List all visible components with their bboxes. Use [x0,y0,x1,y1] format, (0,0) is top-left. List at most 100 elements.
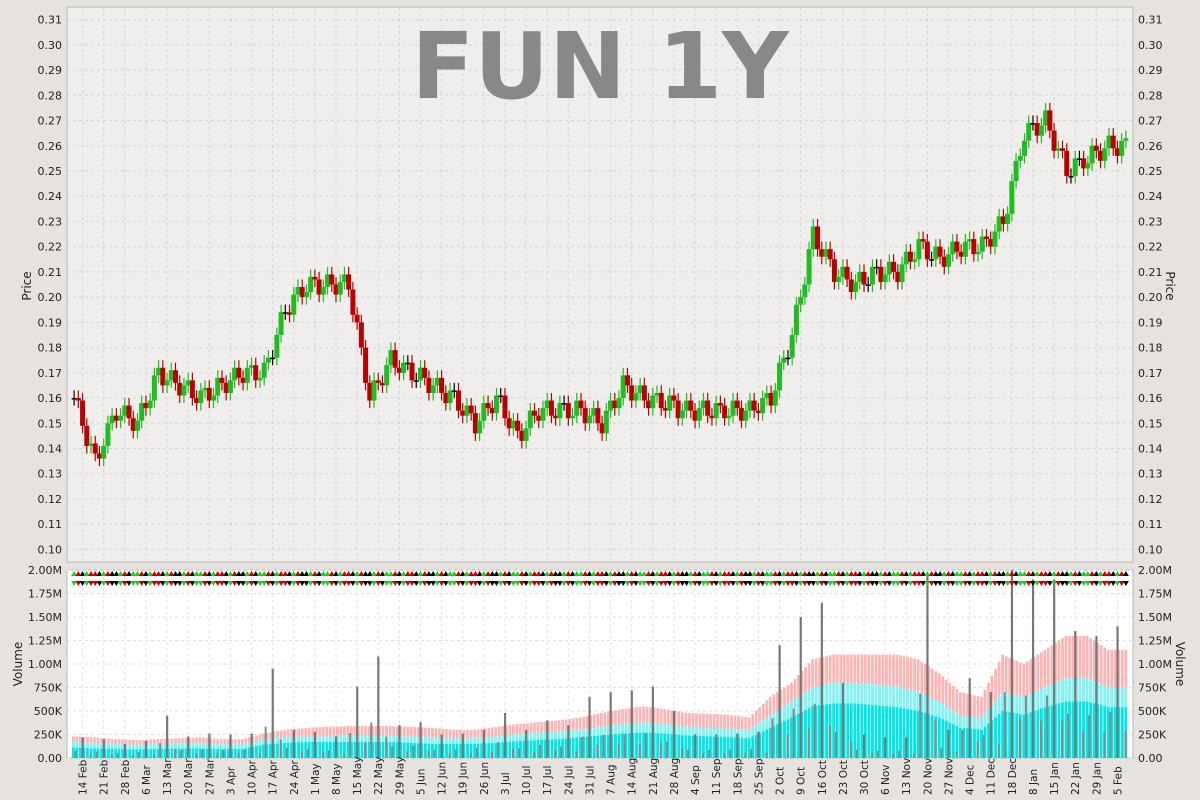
volume-band-bar [909,709,913,758]
signal-marker-up [920,571,927,576]
candle-body [392,350,398,368]
signal-marker-up [501,571,508,576]
signal-marker-up [776,571,783,576]
volume-band-bar [800,711,804,758]
volume-band-bar [568,738,572,758]
signal-marker-down [763,581,770,586]
signal-marker-up [628,571,635,576]
signal-marker-down [320,581,327,586]
candle-body [899,264,905,282]
volume-bar [137,752,140,758]
volume-band-bar [272,743,276,758]
volume-band-bar [677,734,681,758]
candle-body [236,367,242,378]
volume-band-bar [167,748,170,758]
candle-body [489,408,495,414]
candle-body [1098,150,1104,161]
signal-marker-down [903,581,910,586]
volume-band-bar [927,714,931,758]
candle-body [540,408,546,421]
volume-bar [364,742,367,758]
volume-band-bar [723,737,726,758]
volume-band-bar [962,728,966,758]
candle-body [527,410,533,429]
signal-marker-up [865,571,872,576]
signal-marker-up [113,571,120,576]
candle-body [371,380,377,401]
signal-marker-up [806,571,813,576]
candle-body [278,312,284,335]
signal-marker-up [1013,571,1020,576]
volume-band-bar [705,736,709,758]
volume-bar [243,749,246,758]
candle-body [375,380,381,383]
signal-marker-down [839,581,846,586]
volume-band-bar [983,726,987,758]
signal-marker-down [827,581,834,586]
price-tick-label: 0.11 [38,518,63,531]
candle-body [933,246,939,260]
signal-marker-down [742,581,749,586]
volume-band-bar [688,735,691,758]
signal-marker-up [197,571,204,576]
candle-body [426,377,432,393]
signal-marker-up [1101,571,1108,576]
signal-marker-down [472,581,479,586]
volume-bar [1116,626,1119,758]
candle-body [848,279,854,293]
signal-marker-down [637,581,644,586]
candle-body [608,400,614,411]
signal-marker-down [928,581,935,586]
volume-band-bar [652,733,656,758]
signal-marker-up [345,571,352,576]
volume-bar [152,754,155,758]
volume-bar [131,755,134,758]
volume-bar [623,734,626,758]
volume-band-bar [948,722,952,758]
signal-marker-down [1042,581,1049,586]
signal-marker-down [282,581,289,586]
signal-marker-down [797,581,804,586]
volume-band-bar [712,736,716,758]
volume-band-bar [1092,703,1096,758]
candle-body [945,254,951,267]
candle-body [730,400,736,416]
signal-marker-down [915,581,922,586]
candle-body [405,362,411,365]
volume-band-bar [339,742,343,758]
candle-body [582,408,588,424]
candle-body [1047,110,1053,131]
signal-marker-up [708,571,715,576]
volume-bar [630,690,633,758]
volume-bar [609,692,612,758]
signal-marker-up [1114,571,1121,576]
candle-body [1089,145,1095,164]
candle-body [641,385,647,401]
volume-band-bar [233,749,237,758]
signal-marker-down [354,581,361,586]
candle-body [772,390,778,406]
volume-band-bar [311,742,315,758]
volume-tick-label: 1.00M [28,658,62,671]
signal-marker-down [687,581,694,586]
candle-body [109,415,115,424]
signal-marker-down [666,581,673,586]
signal-marker-up [831,571,838,576]
candle-body [101,445,107,459]
signal-marker-up [202,571,209,576]
candle-body [743,410,749,421]
volume-tick-label: 500K [1138,705,1167,718]
candle-body [831,259,837,282]
date-tick-label: 13 Mar [162,758,174,795]
candle-body [143,403,149,409]
volume-band-bar [980,729,983,758]
signal-marker-up [172,571,179,576]
signal-marker-down [265,581,272,586]
signal-marker-down [679,581,686,586]
date-tick-label: 3 Jul [500,772,512,795]
volume-band-bar [79,747,82,758]
candle-body [629,385,635,401]
volume-band-bar [849,703,853,758]
volume-bar [715,734,718,758]
signal-marker-down [556,581,563,586]
